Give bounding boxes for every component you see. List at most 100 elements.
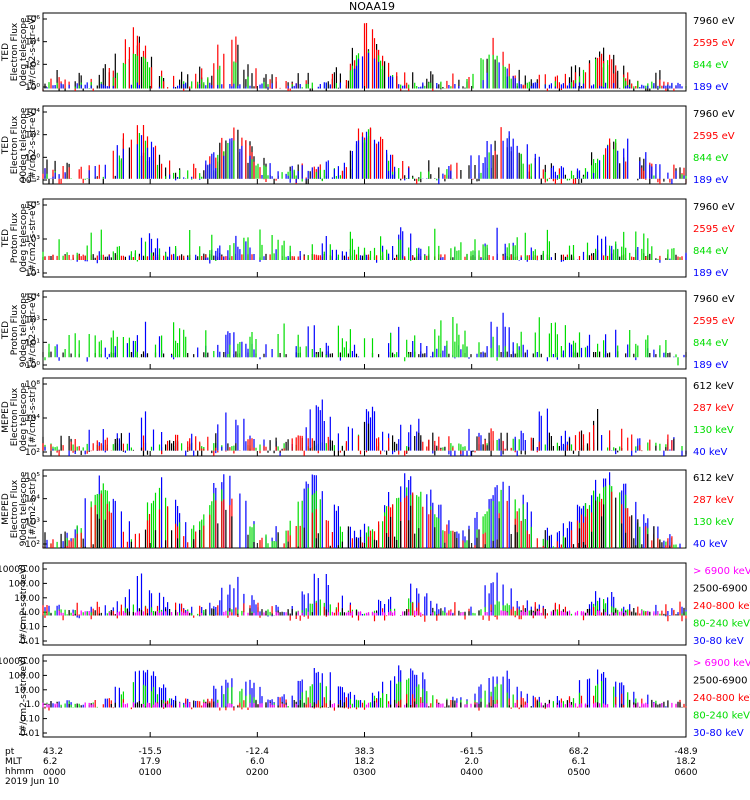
y-axis-label-line: [#/cm2-s-str-eV] [28, 201, 38, 276]
legend-entry: 80-240 keV [693, 711, 750, 722]
x-tick-label-hhmm: 0000 [43, 768, 66, 778]
y-axis-label: [#/cm2-s-str-keV] [19, 564, 29, 643]
y-tick-label: 10000.00 [0, 657, 40, 667]
legend-entry: 7960 eV [693, 16, 735, 27]
x-tick-label-mlt: 6.2 [43, 757, 57, 767]
y-tick-label: 100.00 [9, 671, 41, 681]
x-row-label: hhmm [5, 767, 34, 777]
y-tick-label: 100.00 [9, 579, 41, 589]
y-tick-label: 10⁰ [25, 153, 40, 163]
x-tick-label-pt: -61.5 [460, 747, 483, 757]
flux-series-trace [44, 253, 683, 260]
y-axis-label-line: Electron Flux [10, 115, 20, 174]
y-tick-label: 10³ [25, 316, 40, 326]
y-axis-label-line: Proton Flux [10, 212, 20, 263]
legend-entry: 30-80 keV [693, 728, 744, 739]
legend-entry: 40 keV [693, 539, 727, 550]
flux-series-trace [44, 497, 671, 548]
y-axis-label-line: [#/cm2-s-str-eV] [28, 293, 38, 368]
legend-entry: 287 keV [693, 403, 734, 414]
legend-entry: > 6900 keV [693, 566, 750, 577]
y-axis-label-line: TED [1, 229, 11, 248]
y-axis-label: MEPEDElectron Flux0deg telescope[#/cm2-s… [1, 382, 38, 452]
y-axis-label-line: MEPED [1, 401, 11, 433]
y-tick-label: 10¹ [25, 269, 40, 279]
legend-entry: 287 keV [693, 495, 734, 506]
y-tick-label: 10⁵ [25, 201, 40, 211]
legend-entry: > 6900 keV [693, 658, 750, 669]
y-axis-label-line: 0deg telescope [19, 382, 29, 452]
y-tick-label: 10⁴ [25, 414, 40, 424]
y-tick-label: 10⁴ [25, 293, 40, 303]
legend-entry: 240-800 keV [693, 693, 750, 704]
y-axis-label-line: 90deg telescope [19, 292, 29, 367]
y-axis-label-line: TED [1, 43, 11, 62]
x-tick-label-hhmm: 0300 [353, 768, 376, 778]
flux-series-trace [42, 702, 677, 708]
y-tick-label: 10⁵ [25, 472, 40, 482]
x-row-label: MLT [5, 757, 23, 767]
y-tick-label: 10⁴ [25, 108, 40, 118]
legend-entry: 7960 eV [693, 294, 735, 305]
flux-series-trace [42, 425, 673, 456]
x-tick-label-pt: -12.4 [246, 747, 270, 757]
panel-7: 10000.00 100.00 10.00 1.00 0.10 0.01[#/cm2-s-… [0, 562, 750, 647]
x-tick-label-mlt: 18.2 [354, 757, 374, 767]
x-tick-label-mlt: 18.2 [676, 757, 696, 767]
legend-entry: 2595 eV [693, 224, 735, 235]
legend-entry: 189 eV [693, 175, 728, 186]
y-tick-label: 10⁻² [20, 176, 40, 186]
x-tick-label-pt: -15.5 [139, 747, 162, 757]
legend-entry: 189 eV [693, 360, 728, 371]
legend-entry: 7960 eV [693, 202, 735, 213]
y-axis-label-line: [#/cm2-s-str-eV] [28, 15, 38, 90]
y-tick-label: 10² [25, 131, 40, 141]
legend-entry: 2500-6900 [693, 584, 748, 595]
x-tick-label-pt: -48.9 [674, 747, 698, 757]
y-tick-label: 0.01 [20, 637, 40, 647]
x-tick-label-hhmm: 0100 [139, 768, 162, 778]
legend-entry: 80-240 keV [693, 619, 750, 630]
legend-entry: 844 eV [693, 60, 728, 71]
y-axis-label-line: 0deg telescope [19, 17, 29, 87]
y-tick-label: 10⁴ [25, 38, 40, 48]
panel-frame [42, 290, 687, 370]
y-axis-label-line: 90deg telescope [19, 107, 29, 182]
flux-series-trace [42, 228, 681, 262]
y-axis-label-line: [#/cm2-s-str-keV] [19, 656, 29, 735]
legend-entry: 130 keV [693, 517, 734, 528]
y-axis-label-line: 90deg telescope [19, 471, 29, 546]
y-axis-label: TEDElectron Flux0deg telescope[#/cm2-s-s… [1, 15, 38, 90]
y-tick-label: 10⁰ [25, 83, 40, 93]
legend-entry: 30-80 keV [693, 636, 744, 647]
y-tick-label: 10⁴ [25, 495, 40, 505]
legend-entry: 189 eV [693, 268, 728, 279]
legend-entry: 844 eV [693, 338, 728, 349]
y-tick-label: 0.10 [20, 715, 40, 725]
y-tick-label: 10² [25, 540, 40, 550]
y-tick-label: 10⁸ [25, 380, 40, 390]
flux-series-trace [56, 312, 685, 362]
y-tick-label: 10⁶ [25, 15, 40, 25]
y-tick-label: 10000.00 [0, 565, 40, 575]
flux-series-trace [48, 50, 687, 89]
x-tick-label-mlt: 6.1 [572, 757, 586, 767]
y-axis-label-line: Electron Flux [10, 479, 20, 538]
y-axis-label: TEDProton Flux90deg telescope[#/cm2-s-st… [1, 292, 38, 367]
legend-entry: 844 eV [693, 246, 728, 257]
x-tick-label-hhmm: 0500 [567, 768, 590, 778]
y-axis-label-line: TED [1, 321, 11, 340]
y-tick-label: 1.0 [26, 700, 41, 710]
x-tick-label-pt: 68.2 [569, 747, 589, 757]
legend-entry: 2595 eV [693, 38, 735, 49]
flux-series-trace [44, 131, 685, 184]
y-axis-label-line: 0deg telescope [19, 203, 29, 273]
y-axis-label-line: [#/cm2-s-str-keV] [19, 564, 29, 643]
flux-series-trace [46, 52, 683, 89]
